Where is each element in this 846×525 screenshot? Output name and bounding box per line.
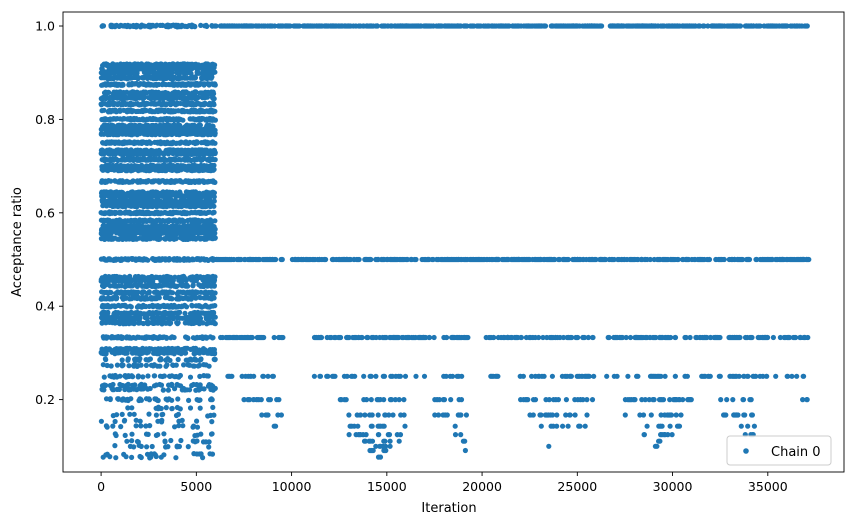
- legend: Chain 0: [726, 435, 832, 466]
- y-tick-label: 0.2: [35, 392, 55, 407]
- x-tick-label: 10000: [272, 479, 312, 494]
- x-tick-label: 35000: [748, 479, 788, 494]
- x-tick-label: 25000: [557, 479, 597, 494]
- x-tick-label: 15000: [367, 479, 407, 494]
- y-axis: 0.2 0.4 0.6 0.8 1.0: [35, 19, 63, 407]
- legend-marker: [743, 448, 749, 454]
- x-tick-label: 0: [97, 479, 105, 494]
- x-axis: 0 5000 10000 15000 20000 25000 30000 35000: [97, 472, 788, 494]
- plot-area: [63, 12, 844, 472]
- x-tick-label: 5000: [180, 479, 212, 494]
- y-tick-label: 0.6: [35, 205, 55, 220]
- series-chain-0-points: [98, 22, 812, 461]
- plot-frame: [62, 11, 845, 473]
- legend-box: [726, 435, 832, 466]
- y-axis-label: Acceptance ratio: [10, 187, 25, 297]
- x-axis-label: Iteration: [421, 501, 476, 516]
- x-tick-label: 30000: [653, 479, 693, 494]
- y-tick-label: 0.8: [35, 112, 55, 127]
- x-tick-label: 20000: [462, 479, 502, 494]
- y-tick-label: 1.0: [35, 19, 55, 34]
- y-tick-label: 0.4: [35, 299, 55, 314]
- scatter-points: [98, 22, 812, 461]
- legend-entry-chain-0: Chain 0: [771, 445, 821, 460]
